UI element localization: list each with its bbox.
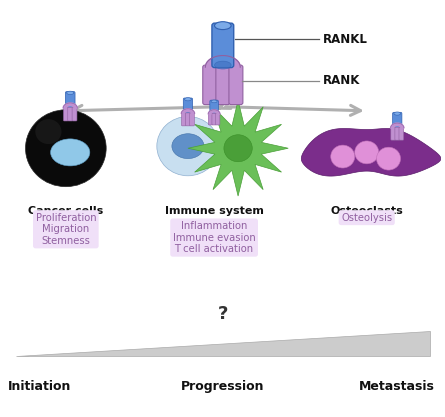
- FancyBboxPatch shape: [215, 113, 220, 125]
- FancyBboxPatch shape: [65, 92, 75, 111]
- Text: ?: ?: [218, 305, 228, 323]
- Ellipse shape: [211, 100, 217, 103]
- FancyBboxPatch shape: [190, 113, 194, 126]
- Ellipse shape: [35, 119, 61, 144]
- Polygon shape: [391, 123, 404, 128]
- Ellipse shape: [214, 22, 231, 30]
- Polygon shape: [63, 103, 77, 108]
- FancyBboxPatch shape: [395, 127, 400, 140]
- FancyBboxPatch shape: [68, 107, 73, 121]
- Ellipse shape: [214, 61, 231, 69]
- Ellipse shape: [51, 139, 90, 166]
- Text: Metastasis: Metastasis: [359, 380, 435, 394]
- Ellipse shape: [172, 134, 204, 158]
- Ellipse shape: [355, 141, 379, 164]
- Text: Progression: Progression: [181, 380, 265, 394]
- Text: Immune system: Immune system: [165, 206, 263, 216]
- FancyBboxPatch shape: [183, 98, 193, 116]
- Text: RANK: RANK: [323, 74, 360, 87]
- Text: Osteolysis: Osteolysis: [341, 213, 392, 223]
- Ellipse shape: [67, 91, 74, 95]
- Ellipse shape: [224, 135, 252, 162]
- Text: Proliferation
Migration
Stemness: Proliferation Migration Stemness: [36, 213, 96, 246]
- FancyBboxPatch shape: [72, 107, 77, 121]
- FancyBboxPatch shape: [229, 65, 243, 105]
- Polygon shape: [181, 109, 194, 114]
- Text: RANKL: RANKL: [323, 33, 368, 46]
- Ellipse shape: [394, 112, 400, 115]
- Polygon shape: [16, 331, 430, 356]
- Polygon shape: [188, 100, 288, 196]
- Ellipse shape: [331, 145, 355, 168]
- FancyBboxPatch shape: [212, 23, 234, 68]
- FancyBboxPatch shape: [208, 113, 213, 125]
- Ellipse shape: [157, 116, 219, 176]
- FancyBboxPatch shape: [203, 65, 217, 105]
- Ellipse shape: [376, 147, 400, 170]
- FancyBboxPatch shape: [399, 127, 404, 140]
- Text: Initiation: Initiation: [8, 380, 71, 394]
- Polygon shape: [301, 128, 441, 176]
- Polygon shape: [206, 55, 240, 67]
- FancyBboxPatch shape: [216, 65, 230, 105]
- FancyBboxPatch shape: [391, 127, 396, 140]
- Polygon shape: [208, 110, 220, 114]
- Text: Cancer cells: Cancer cells: [28, 206, 104, 216]
- FancyBboxPatch shape: [64, 107, 69, 121]
- Text: Osteoclasts: Osteoclasts: [330, 206, 403, 216]
- FancyBboxPatch shape: [392, 112, 402, 131]
- FancyBboxPatch shape: [182, 113, 186, 126]
- FancyBboxPatch shape: [186, 113, 190, 126]
- Ellipse shape: [185, 98, 191, 101]
- Ellipse shape: [25, 110, 106, 187]
- FancyBboxPatch shape: [210, 100, 218, 117]
- FancyBboxPatch shape: [212, 113, 216, 125]
- Text: Inflammation
Immune evasion
T cell activation: Inflammation Immune evasion T cell activ…: [173, 221, 255, 254]
